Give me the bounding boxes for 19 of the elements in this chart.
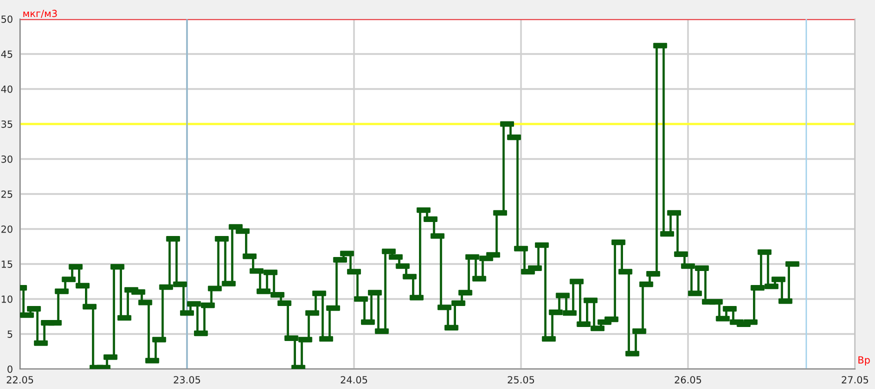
y-tick-label: 25 — [1, 190, 12, 198]
y-tick-label: 15 — [2, 260, 12, 268]
y-tick-label: 50 — [1, 15, 12, 23]
x-axis-title: Вр — [858, 356, 870, 366]
y-tick-label: 0 — [8, 365, 12, 373]
y-tick-label: 20 — [1, 225, 12, 233]
x-tick-label: 23.05 — [174, 376, 200, 384]
y-tick-label: 40 — [1, 85, 12, 93]
y-tick-label: 45 — [1, 50, 12, 58]
x-tick-label: 27.05 — [842, 376, 868, 384]
x-tick-label: 25.05 — [508, 376, 534, 384]
y-tick-label: 30 — [1, 155, 12, 163]
y-axis-title: мкг/м3 — [23, 10, 57, 18]
y-tick-label: 10 — [2, 295, 12, 303]
x-tick-label: 26.05 — [674, 376, 702, 384]
x-tick-label: 22.05 — [6, 376, 34, 384]
x-tick-label: 24.05 — [340, 376, 368, 384]
y-tick-label: 35 — [1, 120, 12, 128]
y-tick-label: 5 — [8, 330, 12, 338]
